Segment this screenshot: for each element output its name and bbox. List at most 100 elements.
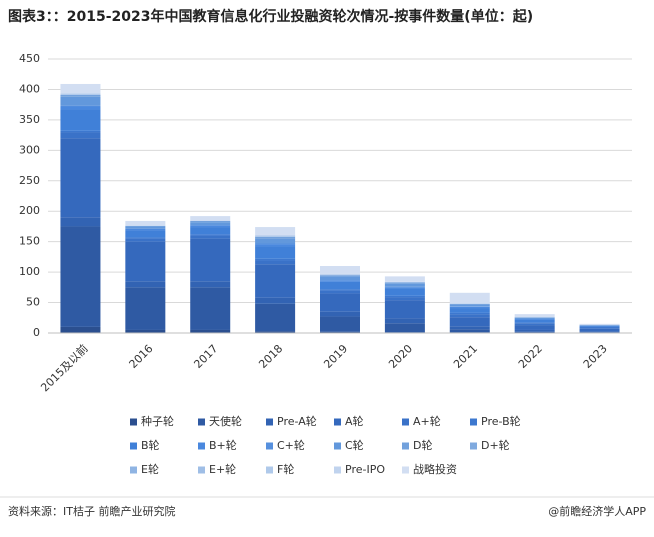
bar-segment bbox=[125, 287, 166, 330]
x-tick-label: 2017 bbox=[191, 342, 220, 371]
legend-swatch bbox=[470, 442, 477, 450]
bar-segment bbox=[384, 318, 425, 324]
legend-swatch bbox=[266, 466, 273, 474]
bar-segment bbox=[255, 258, 296, 261]
bar-segment bbox=[190, 225, 231, 228]
bar-segment bbox=[125, 237, 166, 239]
x-tick-label: 2021 bbox=[451, 342, 480, 371]
bar-segment bbox=[255, 303, 296, 332]
bar-segment bbox=[190, 287, 231, 330]
bar-segment bbox=[190, 216, 231, 221]
bar-segment bbox=[320, 311, 360, 317]
y-tick-label: 150 bbox=[19, 235, 40, 248]
bar-segment bbox=[60, 94, 101, 95]
bar-segment bbox=[449, 312, 490, 315]
bar-segment bbox=[60, 106, 101, 110]
bar-segment bbox=[60, 93, 101, 95]
bar-segment bbox=[320, 273, 360, 276]
legend-swatch bbox=[266, 418, 273, 426]
y-tick-label: 100 bbox=[19, 265, 40, 278]
bar-segment bbox=[125, 220, 166, 226]
bar-segment bbox=[125, 241, 166, 282]
x-tick-label: 2015及以前 bbox=[38, 341, 91, 394]
bar-segment bbox=[384, 297, 425, 301]
bar-segment bbox=[449, 329, 490, 333]
bar-segment bbox=[125, 226, 166, 229]
legend-label: D+轮 bbox=[481, 438, 510, 452]
legend-label: C+轮 bbox=[277, 438, 305, 452]
legend-swatch bbox=[198, 442, 205, 450]
y-tick-label: 0 bbox=[33, 326, 40, 339]
legend-label: A轮 bbox=[345, 414, 364, 428]
source: 资料来源：IT桔子 前瞻产业研究院 bbox=[8, 504, 175, 518]
bar-segment bbox=[60, 96, 101, 106]
bar-segment bbox=[449, 303, 490, 304]
x-tick-label: 2019 bbox=[321, 342, 350, 371]
bar-segment bbox=[320, 280, 360, 282]
legend-label: A+轮 bbox=[413, 414, 441, 428]
bar-segment bbox=[579, 326, 620, 328]
legend-swatch bbox=[402, 442, 409, 450]
x-tick-label: 2022 bbox=[516, 342, 545, 371]
bar-segment bbox=[579, 325, 620, 326]
bar-segment bbox=[320, 280, 360, 281]
x-tick-label: 2016 bbox=[127, 342, 156, 371]
bar-segment bbox=[514, 318, 555, 320]
bar-segment bbox=[255, 236, 296, 237]
bar-segment bbox=[384, 282, 425, 284]
chart-title: 图表3：：2015-2023年中国教育信息化行业投融资轮次情况-按事件数量(单位… bbox=[8, 8, 533, 25]
bar-segment bbox=[190, 281, 231, 288]
bar-segment bbox=[320, 276, 360, 281]
bar-segment bbox=[60, 138, 101, 218]
bar-segment bbox=[320, 289, 360, 291]
bar-segment bbox=[384, 281, 425, 283]
bar-segment bbox=[514, 319, 555, 323]
bar-segment bbox=[514, 317, 555, 319]
bar-segment bbox=[60, 132, 101, 139]
y-tick-label: 300 bbox=[19, 143, 40, 156]
bar-segment bbox=[255, 246, 296, 259]
bar-segment bbox=[60, 130, 101, 133]
bar-segment bbox=[190, 238, 231, 282]
bar-segment bbox=[320, 266, 360, 274]
y-tick-label: 350 bbox=[19, 113, 40, 126]
legend-swatch bbox=[130, 442, 137, 450]
bar-segment bbox=[125, 281, 166, 288]
y-tick-label: 50 bbox=[26, 296, 40, 309]
legend-swatch bbox=[402, 466, 409, 474]
bar-segment bbox=[190, 222, 231, 226]
legend-label: E轮 bbox=[141, 462, 159, 476]
bar-segment bbox=[384, 300, 425, 319]
bar-segment bbox=[125, 225, 166, 226]
y-tick-label: 250 bbox=[19, 174, 40, 187]
legend-swatch bbox=[130, 418, 137, 426]
bar-segment bbox=[514, 317, 555, 318]
bar-segment bbox=[60, 226, 101, 327]
bar-segment bbox=[60, 109, 101, 131]
x-tick-label: 2018 bbox=[256, 342, 285, 371]
bar-segment bbox=[125, 225, 166, 227]
legend-swatch bbox=[198, 466, 205, 474]
bar-segment bbox=[255, 244, 296, 247]
legend-label: D轮 bbox=[413, 438, 432, 452]
legend-swatch bbox=[402, 418, 409, 426]
legend-label: 种子轮 bbox=[141, 414, 174, 428]
y-tick-label: 450 bbox=[19, 52, 40, 65]
legend-label: B+轮 bbox=[209, 438, 237, 452]
bar-segment bbox=[320, 293, 360, 312]
bar-segment bbox=[579, 327, 620, 329]
bar-segment bbox=[514, 323, 555, 326]
bar-segment bbox=[449, 306, 490, 307]
bar-segment bbox=[190, 329, 231, 333]
bar-segment bbox=[579, 325, 620, 327]
legend-label: 天使轮 bbox=[209, 414, 242, 428]
legend-swatch bbox=[334, 466, 341, 474]
legend-label: F轮 bbox=[277, 462, 294, 476]
bar-segment bbox=[60, 94, 101, 97]
bar-segment bbox=[449, 292, 490, 304]
x-tick-label: 2023 bbox=[581, 342, 610, 371]
bar-segment bbox=[320, 290, 360, 294]
bar-segment bbox=[255, 243, 296, 245]
bar-segment bbox=[125, 228, 166, 231]
